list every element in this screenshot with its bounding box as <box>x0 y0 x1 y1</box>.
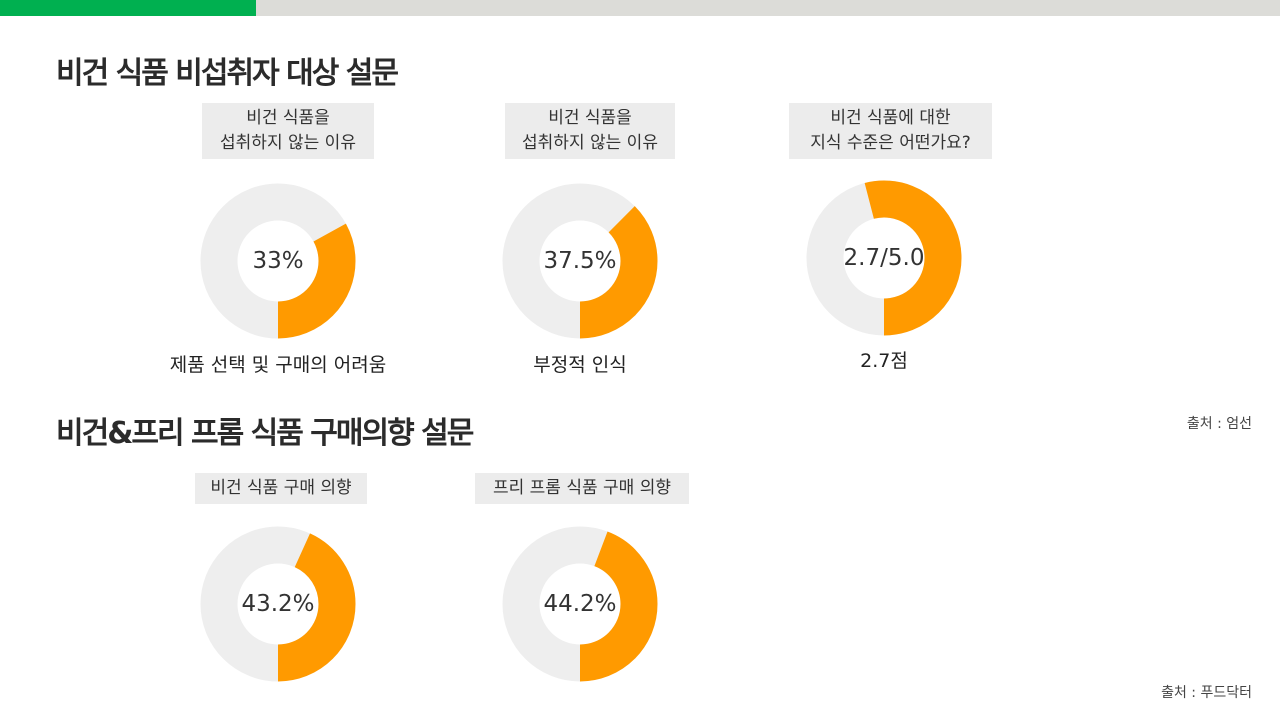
donut-value-arc <box>200 526 356 682</box>
chart-4-value-label: 43.2% <box>241 591 315 617</box>
chart-5-label: 프리 프롬 식품 구매 의향 <box>475 473 689 504</box>
section1-source: 출처 : 엄선 <box>1186 416 1252 432</box>
chart-4-donut <box>200 526 356 682</box>
chart-2-donut <box>502 183 658 339</box>
chart-1-value-label: 33% <box>252 248 304 274</box>
chart-2-caption: 부정적 인식 <box>533 354 627 376</box>
chart-4-label-line: 비건 식품 구매 의향 <box>210 478 352 498</box>
chart-5-value-label: 44.2% <box>543 591 617 617</box>
chart-2-label-line: 섭취하지 않는 이유 <box>522 133 658 153</box>
chart-1-caption: 제품 선택 및 구매의 어려움 <box>169 354 387 376</box>
chart-5-label-line: 프리 프롬 식품 구매 의향 <box>492 478 671 498</box>
donut-value-arc <box>502 183 658 339</box>
chart-3-label-line: 지식 수준은 어떤가요? <box>810 133 971 153</box>
section1-title: 비건 식품 비섭취자 대상 설문 <box>56 56 399 91</box>
chart-2-value-label: 37.5% <box>543 248 617 274</box>
donut-value-arc <box>200 183 356 339</box>
donut-value-arc <box>502 526 658 682</box>
chart-1-donut <box>200 183 356 339</box>
chart-1-label-line: 섭취하지 않는 이유 <box>220 133 356 153</box>
donut-value-arc <box>806 180 962 336</box>
chart-3-donut <box>806 180 962 336</box>
section2-source: 출처 : 푸드닥터 <box>1161 685 1252 701</box>
chart-3-caption: 2.7점 <box>860 350 908 372</box>
chart-2-label-line: 비건 식품을 <box>548 108 632 128</box>
chart-5-donut <box>502 526 658 682</box>
section2-title: 비건&프리 프롬 식품 구매의향 설문 <box>56 416 474 451</box>
chart-3-value-label: 2.7/5.0 <box>843 245 925 271</box>
chart-1-label-line: 비건 식품을 <box>246 108 330 128</box>
top-bar <box>0 0 1280 16</box>
chart-3-label-line: 비건 식품에 대한 <box>830 108 951 128</box>
chart-4-label: 비건 식품 구매 의향 <box>195 473 367 504</box>
top-bar-accent <box>0 0 256 16</box>
